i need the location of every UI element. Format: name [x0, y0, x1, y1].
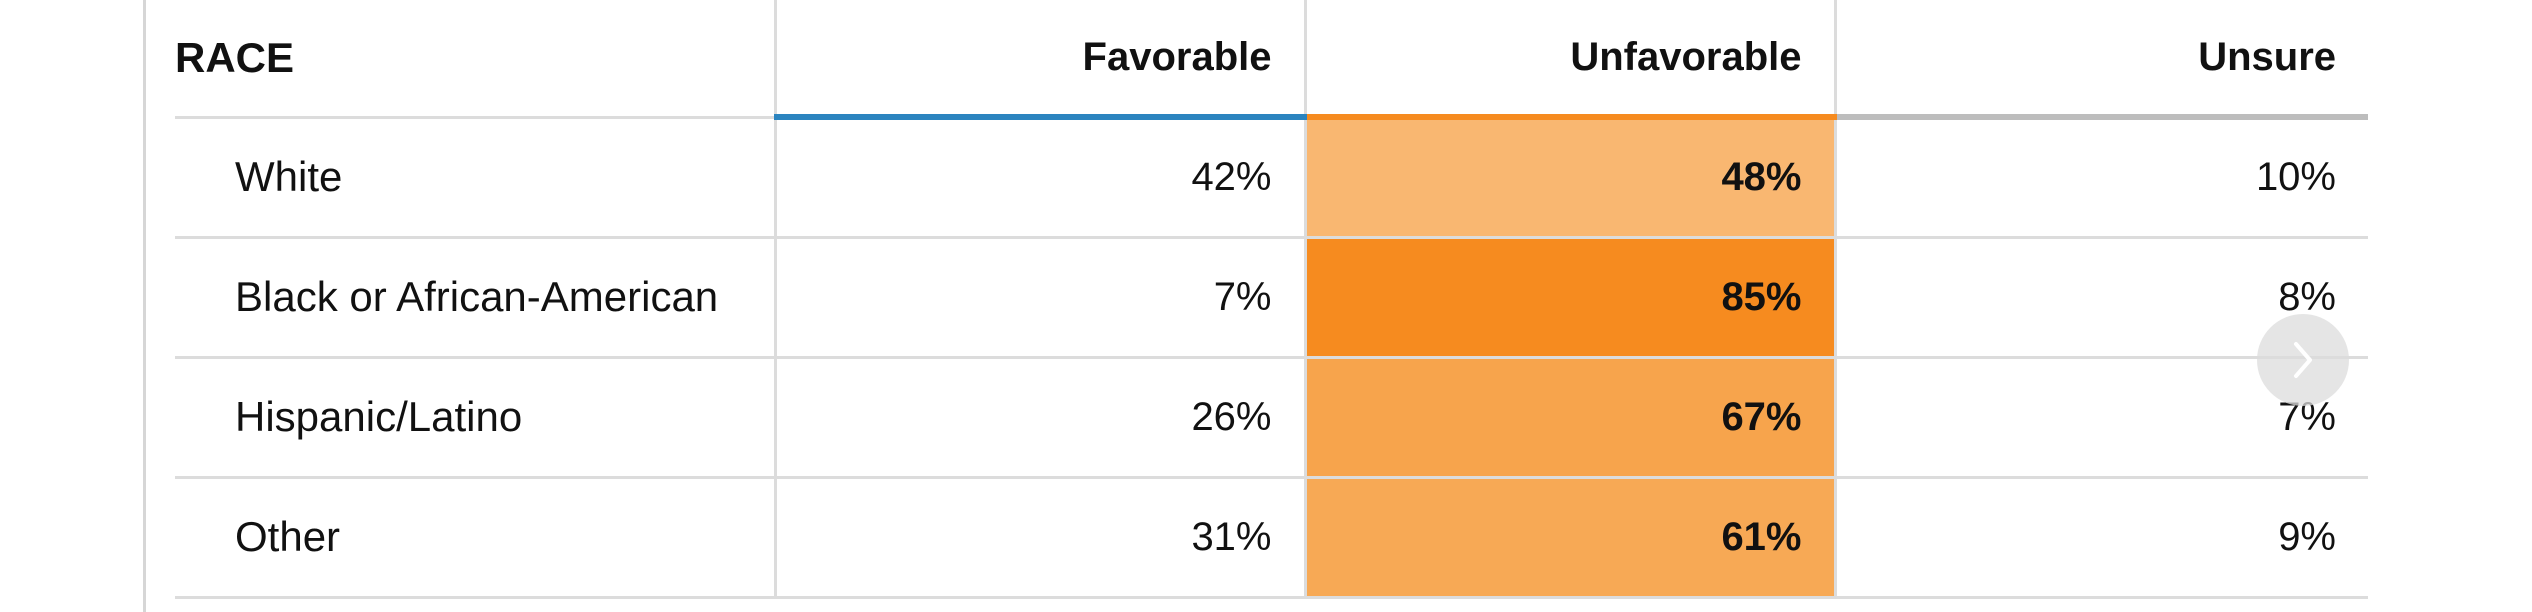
table-row: Other 31% 61% 9% — [175, 477, 2368, 597]
favorable-cell: 42% — [775, 117, 1305, 237]
unfavorable-cell: 61% — [1305, 477, 1835, 597]
table-row: Hispanic/Latino 26% 67% 7% — [175, 357, 2368, 477]
column-header-unsure: Unsure — [1835, 0, 2368, 117]
group-label-header: RACE — [175, 0, 775, 117]
unfavorable-cell: 85% — [1305, 237, 1835, 357]
row-label: White — [175, 117, 775, 237]
unfavorable-cell: 67% — [1305, 357, 1835, 477]
favorable-cell: 31% — [775, 477, 1305, 597]
next-column-button[interactable] — [2257, 314, 2349, 406]
left-divider — [143, 0, 146, 612]
favorable-cell: 7% — [775, 237, 1305, 357]
table-row: Black or African-American 7% 85% 8% — [175, 237, 2368, 357]
header-row: RACE Favorable Unfavorable Unsure — [175, 0, 2368, 117]
row-label: Hispanic/Latino — [175, 357, 775, 477]
unfavorable-cell: 48% — [1305, 117, 1835, 237]
race-crosstab-table: RACE Favorable Unfavorable Unsure White … — [175, 0, 2368, 599]
table-body: White 42% 48% 10% Black or African-Ameri… — [175, 117, 2368, 597]
row-label: Black or African-American — [175, 237, 775, 357]
unsure-cell: 9% — [1835, 477, 2368, 597]
table-row: White 42% 48% 10% — [175, 117, 2368, 237]
column-header-unfavorable: Unfavorable — [1305, 0, 1835, 117]
table-header: RACE Favorable Unfavorable Unsure — [175, 0, 2368, 117]
row-label: Other — [175, 477, 775, 597]
unsure-cell: 10% — [1835, 117, 2368, 237]
favorable-cell: 26% — [775, 357, 1305, 477]
column-header-favorable: Favorable — [775, 0, 1305, 117]
chevron-right-icon — [2288, 338, 2318, 382]
